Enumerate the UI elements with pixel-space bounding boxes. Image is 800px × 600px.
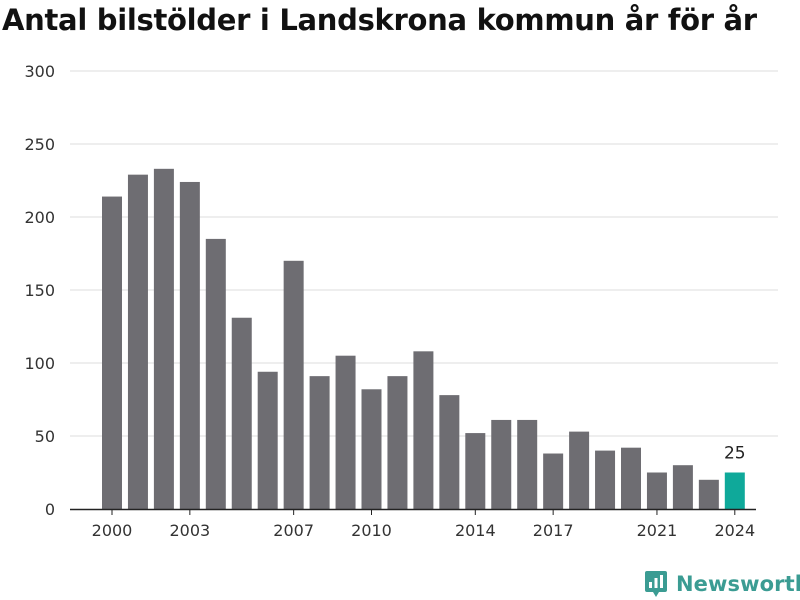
x-tick-label: 2024 (714, 521, 755, 540)
bar-2018 (569, 431, 590, 509)
highlight-data-label: 25 (724, 444, 746, 464)
bar-2022 (672, 465, 693, 509)
bar-2004 (205, 238, 226, 509)
bar-2006 (257, 371, 278, 509)
x-tick-label: 2007 (273, 521, 314, 540)
bar-2007 (283, 260, 304, 509)
bar-2013 (439, 395, 460, 509)
bar-2014 (465, 433, 486, 509)
brand-logo-group: Newsworthy (644, 570, 800, 598)
y-tick-label: 300 (24, 62, 55, 81)
bar-2000 (102, 196, 122, 509)
brand-name: Newsworthy (676, 572, 800, 596)
bar-2017 (543, 453, 564, 509)
x-tick-label: 2000 (92, 521, 133, 540)
bar-2010 (361, 389, 382, 509)
bar-2023 (698, 479, 719, 509)
bar-2021 (646, 472, 667, 509)
annotations: 25 (724, 444, 746, 464)
bar-2003 (179, 181, 200, 509)
bar-2016 (517, 419, 538, 509)
x-tick-label: 2017 (533, 521, 574, 540)
y-tick-label: 100 (24, 354, 55, 373)
x-axis (70, 508, 756, 515)
y-tick-label: 250 (24, 135, 55, 154)
bar-2024 (724, 472, 745, 509)
bar-2015 (491, 419, 512, 509)
bar-2008 (309, 376, 330, 509)
bars (102, 168, 745, 509)
bar-2019 (595, 450, 616, 509)
newsworthy-logo-icon (645, 571, 667, 597)
y-tick-label: 200 (24, 208, 55, 227)
x-axis-tick-labels: 2000 2003 2007 2010 2014 2017 2021 2024 (92, 521, 756, 540)
x-tick-label: 2010 (351, 521, 392, 540)
bar-2001 (127, 174, 148, 509)
bar-2005 (231, 317, 252, 509)
bar-2002 (153, 168, 174, 509)
x-tick-label: 2014 (455, 521, 496, 540)
bar-2020 (621, 447, 641, 509)
bar-2012 (413, 351, 434, 509)
x-tick-label: 2021 (637, 521, 678, 540)
y-tick-label: 0 (45, 500, 55, 519)
x-tick-label: 2003 (169, 521, 210, 540)
y-tick-label: 150 (24, 281, 55, 300)
bar-2011 (387, 376, 408, 509)
y-tick-label: 50 (35, 427, 55, 446)
chart-title: Antal bilstölder i Landskrona kommun år … (2, 3, 757, 37)
bar-2009 (335, 355, 356, 509)
y-axis-tick-labels: 0 50 100 150 200 250 300 (24, 62, 55, 519)
